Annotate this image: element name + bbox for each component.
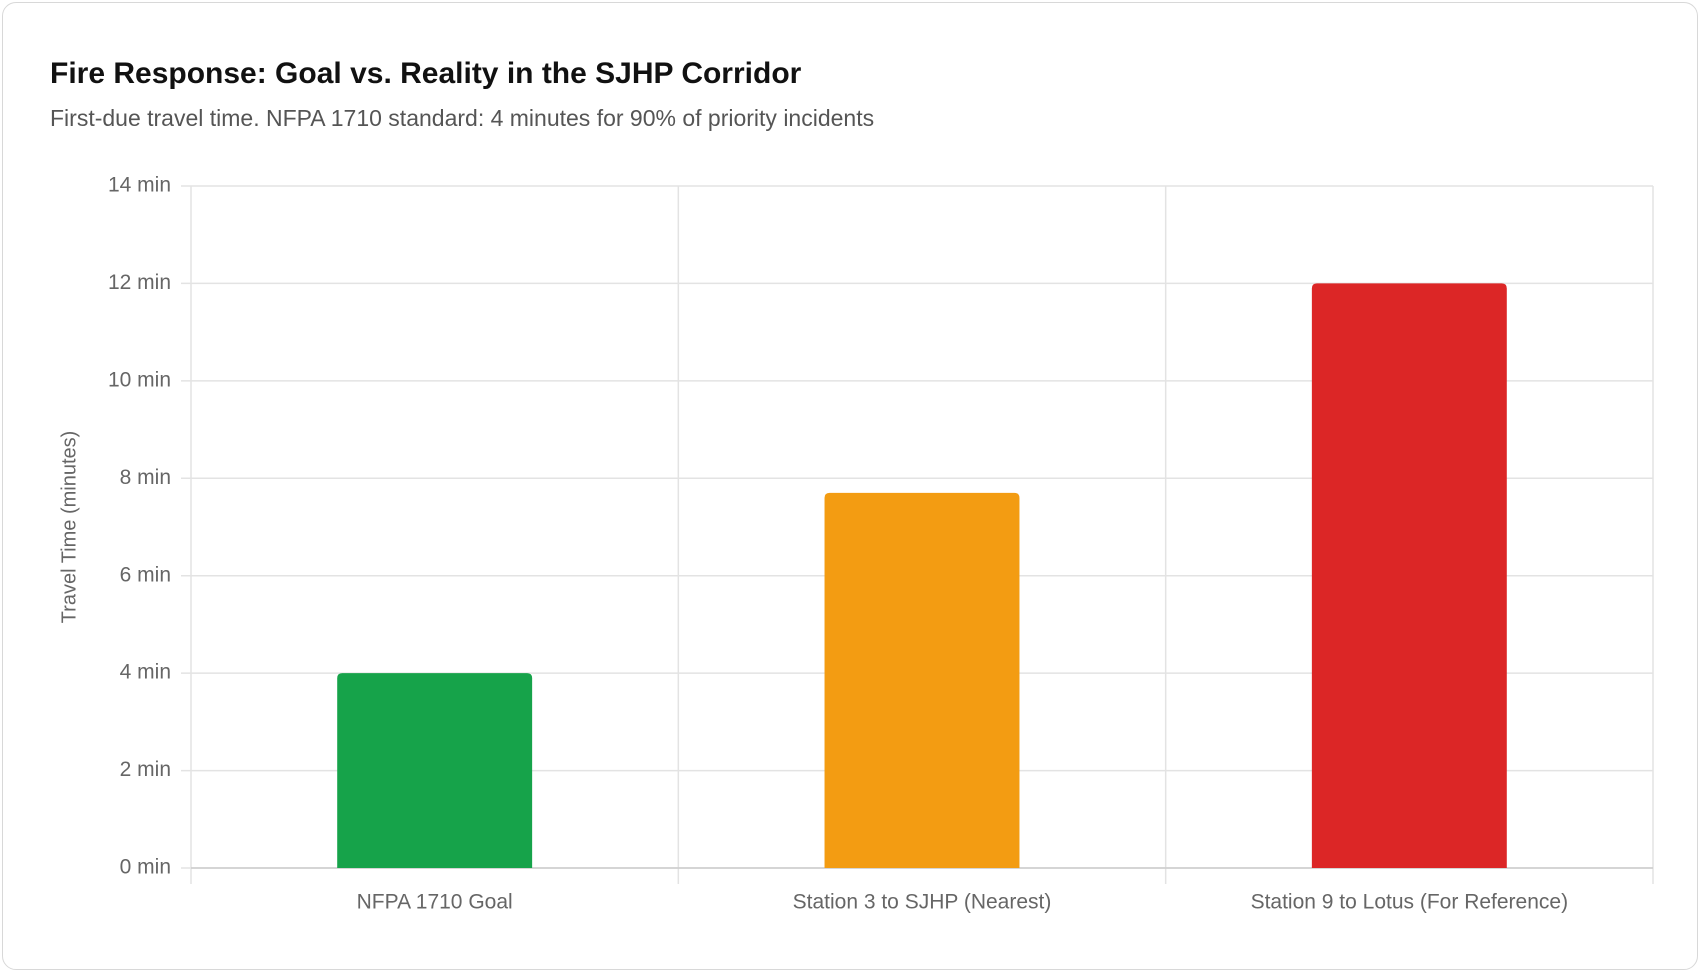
y-tick-label: 10 min	[108, 368, 171, 391]
y-tick-label: 8 min	[120, 466, 171, 489]
bar	[824, 492, 1020, 868]
chart-title: Fire Response: Goal vs. Reality in the S…	[50, 57, 802, 90]
y-tick-label: 12 min	[108, 271, 171, 294]
y-tick-label: 14 min	[108, 174, 171, 197]
y-tick-label: 4 min	[120, 661, 171, 684]
bar	[337, 673, 533, 868]
chart-subtitle: First-due travel time. NFPA 1710 standar…	[50, 105, 874, 131]
x-tick-label: Station 9 to Lotus (For Reference)	[1251, 891, 1569, 914]
bar	[1311, 283, 1507, 868]
x-tick-label: NFPA 1710 Goal	[357, 891, 513, 914]
x-tick-label: Station 3 to SJHP (Nearest)	[793, 891, 1052, 914]
y-tick-label: 2 min	[120, 758, 171, 781]
y-axis-title: Travel Time (minutes)	[58, 431, 80, 624]
y-tick-label: 6 min	[120, 563, 171, 586]
y-tick-label: 0 min	[120, 856, 171, 879]
